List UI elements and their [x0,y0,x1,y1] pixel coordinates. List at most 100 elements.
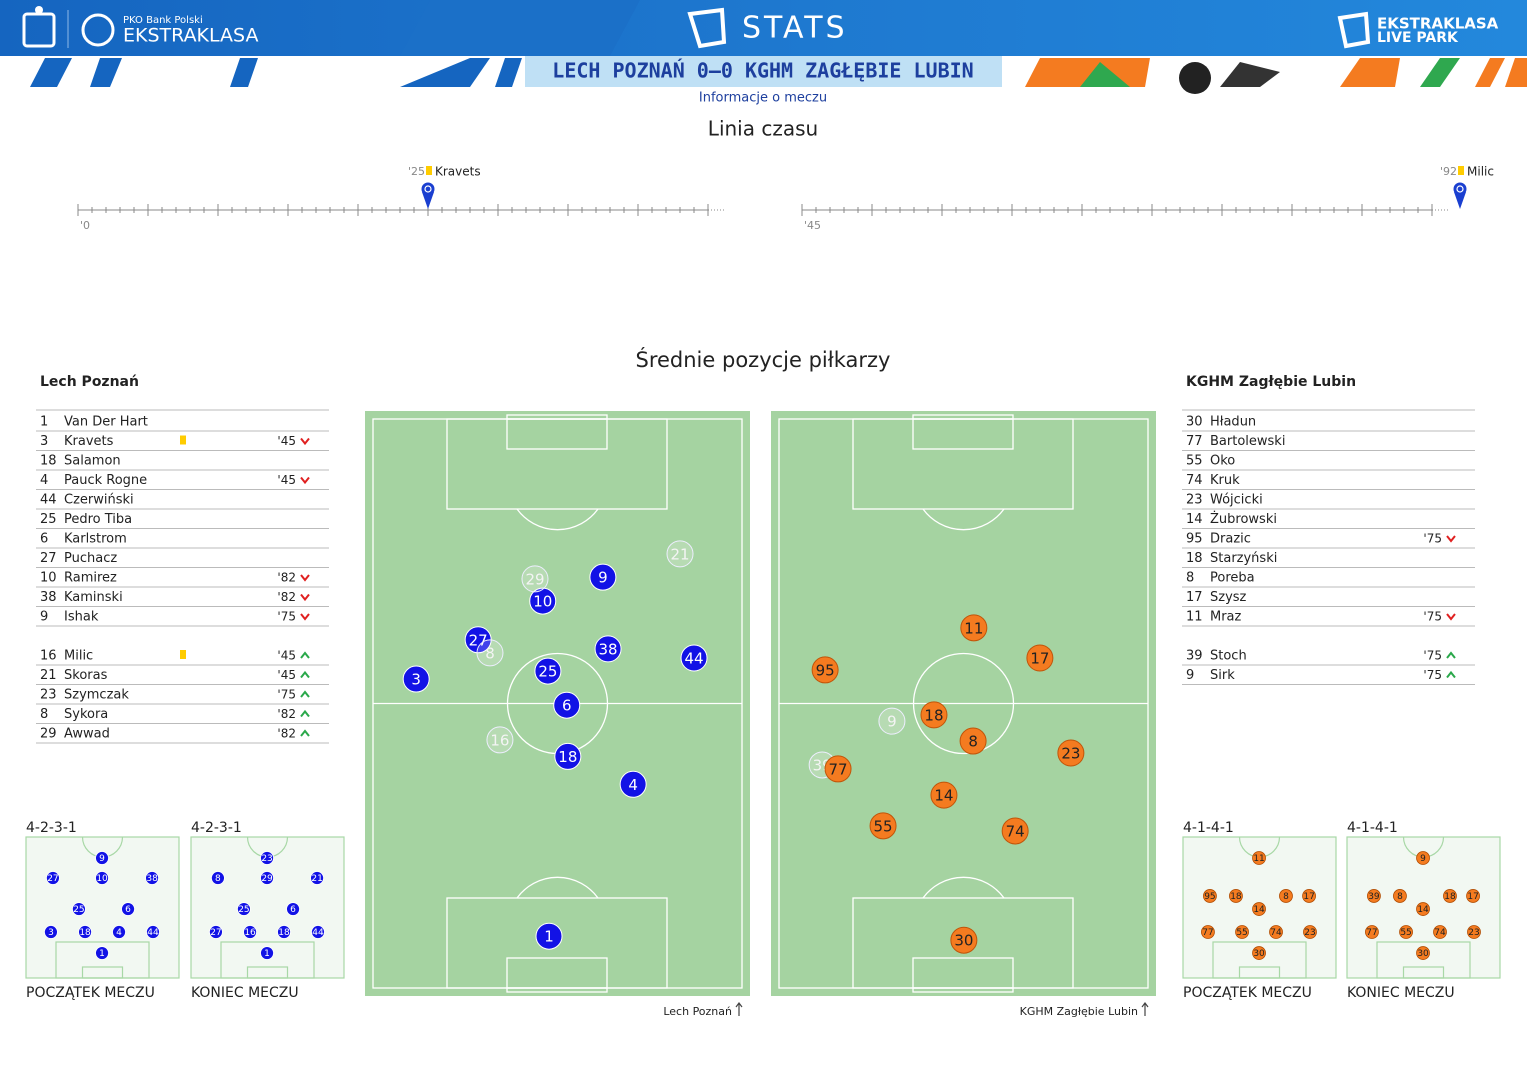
formation-player [95,871,109,885]
sub-position [666,540,694,568]
formation-number: 1 [99,949,105,959]
formation-caption: POCZĄTEK MECZU [1183,985,1312,1001]
event-minute: '25 [408,165,425,178]
player-number: 29 [40,727,57,742]
attack-arrow [1141,1002,1149,1016]
position-number: 17 [1030,649,1049,667]
player-name: Kruk [1210,473,1240,488]
position-number: 55 [874,817,893,835]
player-number: 18 [40,454,57,469]
player-number: 9 [40,610,48,625]
match-box [525,56,1002,87]
position-number: 18 [924,706,943,724]
position-number: 16 [490,731,509,749]
formation-caption: KONIEC MECZU [191,985,299,1001]
formation-number: 29 [261,874,273,884]
sub-arrow [300,651,310,659]
logo-pko [22,6,56,48]
formation-player [1365,925,1379,939]
player-name: Czerwiński [64,493,134,508]
player-name: Sykora [64,707,108,722]
player-name: Wójcicki [1210,493,1263,508]
formation-player [145,871,159,885]
formation-number: 18 [1230,892,1242,902]
goal-box [1402,966,1445,979]
player-number: 39 [1186,649,1203,664]
formation-player [1466,889,1480,903]
player-position [960,614,988,642]
sub-arrow [300,574,310,582]
formation-number: 14 [1253,905,1265,915]
formation-number: 23 [1304,928,1315,938]
formation-number: 6 [290,905,296,915]
formation-number: 17 [1467,892,1478,902]
player-name: Sirk [1210,668,1235,683]
timeline-start: '45 [804,219,821,232]
formation-number: 18 [278,928,290,938]
header-shape [400,0,640,56]
player-position [589,563,617,591]
formation-number: 14 [1417,905,1429,915]
sub-arrow [1446,535,1456,543]
position-number: 18 [558,748,577,766]
sub-arrow [300,437,310,446]
sub-minute: '75 [1423,532,1442,546]
formation-number: 6 [125,905,131,915]
player-name: Żubrowski [1210,511,1277,527]
sub-arrow [300,709,310,718]
formation-number: 4 [116,928,122,938]
player-name: Pedro Tiba [64,512,132,527]
position-number: 44 [684,649,703,667]
sub-arrow [300,593,310,602]
formation-player [260,946,274,960]
formation-label: 4-1-4-1 [1347,820,1398,836]
sub-arrow [300,690,310,698]
formation-player [1467,925,1481,939]
event-pin-ring [424,185,432,193]
formation-number: 44 [147,928,159,938]
formation-number: 1 [264,949,270,959]
position-number: 30 [954,932,973,950]
event-pin [1454,192,1466,209]
formation-player [1303,925,1317,939]
formation-player [1416,902,1430,916]
formation-player [44,925,58,939]
formation-number: 27 [210,928,221,938]
formation-label: 4-1-4-1 [1183,820,1234,836]
team-name: KGHM Zagłębie Lubin [1186,374,1356,390]
formation-player [1279,889,1293,903]
formation-player [1252,902,1266,916]
formation-label: 4-2-3-1 [26,820,77,836]
player-position [959,727,987,755]
sub-minute: '75 [277,610,296,624]
player-number: 95 [1186,532,1203,547]
player-position [534,657,562,685]
formation-number: 18 [1444,892,1456,902]
player-number: 10 [40,571,57,586]
formation-number: 9 [99,854,105,864]
sub-minute: '82 [277,727,296,741]
formation-number: 25 [238,905,249,915]
player-name: Salamon [64,454,121,469]
formation-player [209,925,223,939]
formation-player [95,851,109,865]
event-pin [422,192,434,209]
formation-player [260,871,274,885]
position-number: 8 [968,733,978,751]
player-number: 27 [40,551,57,566]
position-number: 10 [533,593,552,611]
subtitle[interactable]: Informacje o meczu [699,91,827,106]
player-name: Kaminski [64,590,123,605]
player-position [920,701,948,729]
event-player: Milic [1467,165,1494,179]
player-number: 25 [40,512,57,527]
player-number: 6 [40,532,48,547]
player-position [594,635,622,663]
position-number: 77 [828,760,847,778]
goal-box [1238,966,1281,979]
player-position [811,656,839,684]
position-number: 6 [562,697,572,715]
formation-number: 3 [48,928,54,938]
formation-player [46,871,60,885]
player-name: Hładun [1210,415,1256,430]
